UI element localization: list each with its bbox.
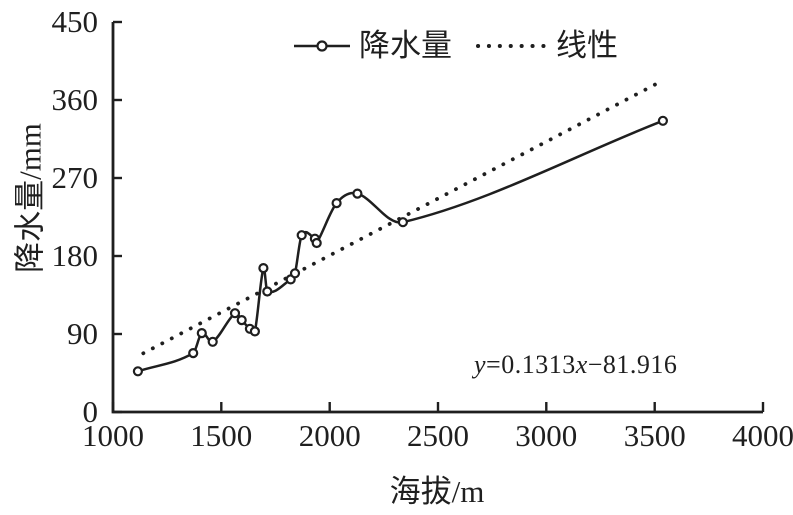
- data-point-marker-14: [311, 237, 322, 249]
- legend-circle-marker-icon: [316, 40, 328, 52]
- x-tick-label-1000: 1000: [82, 418, 144, 453]
- legend-label-precipitation: 降水量: [359, 28, 452, 63]
- equation-y-var: y: [474, 350, 487, 379]
- y-tick-label-450: 450: [51, 4, 99, 39]
- x-tick-label-1500: 1500: [190, 418, 253, 453]
- linear-trendline: [141, 80, 662, 356]
- x-axis-title: 海拔/m: [389, 474, 485, 509]
- data-point-marker-9: [262, 286, 273, 297]
- data-point-marker-2: [196, 328, 207, 339]
- legend-label-linear: 线性: [556, 28, 618, 63]
- trendline-equation: y=0.1313x−81.916: [474, 350, 677, 380]
- data-point-marker-4: [229, 308, 241, 319]
- data-point-marker-17: [397, 217, 408, 228]
- data-point-marker-5: [236, 315, 247, 326]
- x-tick-label-2500: 2500: [407, 418, 469, 453]
- legend: 降水量 线性: [294, 28, 618, 64]
- data-point-marker-1: [188, 348, 199, 359]
- equation-tail: −81.916: [587, 350, 678, 379]
- y-tick-label-180: 180: [51, 238, 99, 273]
- data-point-marker-0: [132, 366, 143, 377]
- x-tick-label-3500: 3500: [623, 418, 686, 453]
- data-point-marker-16: [352, 188, 363, 199]
- equation-mid: =0.1313: [486, 350, 576, 379]
- y-tick-label-0: 0: [82, 394, 99, 429]
- x-tick-label-4000: 4000: [732, 418, 793, 453]
- x-tick-label-2000: 2000: [298, 418, 361, 453]
- data-point-marker-3: [207, 336, 218, 347]
- legend-dotted-sample: [476, 44, 546, 48]
- precipitation-line: [137, 119, 664, 373]
- data-point-marker-12: [296, 230, 307, 241]
- data-point-marker-18: [657, 115, 669, 126]
- legend-line-marker-sample: [294, 40, 350, 52]
- data-point-marker-8: [258, 263, 269, 274]
- x-tick-label-3000: 3000: [515, 418, 578, 453]
- equation-x-var: x: [575, 350, 588, 379]
- data-point-marker-11: [289, 268, 301, 279]
- y-tick-label-270: 270: [51, 160, 99, 195]
- y-tick-label-360: 360: [51, 82, 99, 117]
- y-tick-label-90: 90: [67, 316, 98, 351]
- data-point-marker-7: [249, 326, 260, 337]
- data-point-marker-15: [331, 198, 342, 209]
